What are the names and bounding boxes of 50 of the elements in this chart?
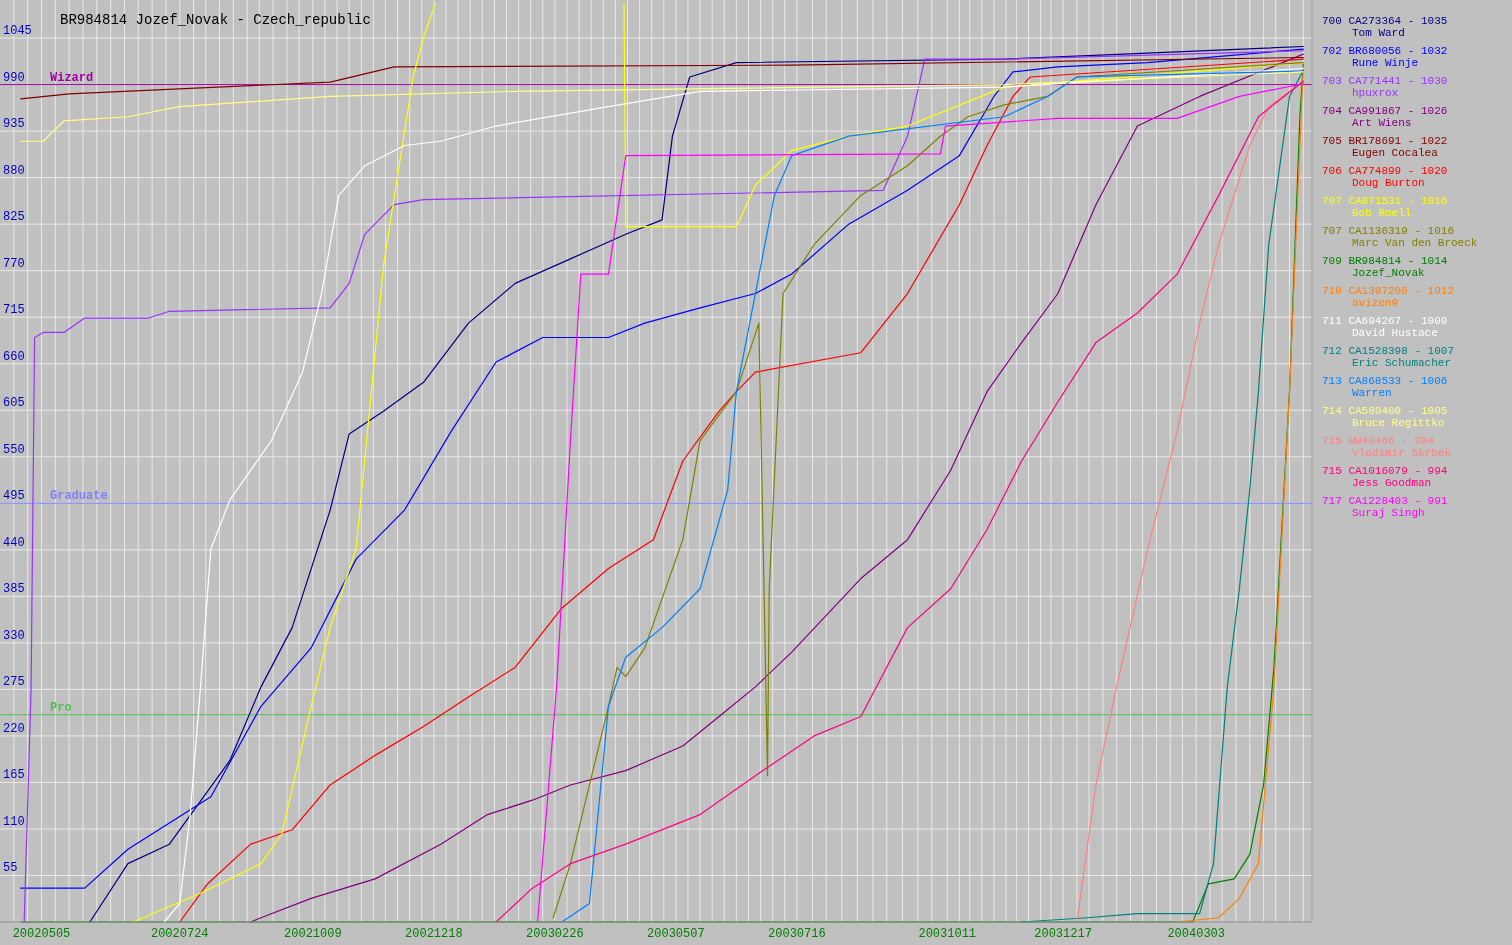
text: 715 WW40466 - 994 Vladimir Skrbek <box>1322 435 1452 459</box>
text: 711 CA694267 - 1009 David Hustace <box>1322 315 1448 339</box>
y-tick-label: 440 <box>3 535 25 550</box>
x-tick-label: 20031011 <box>918 927 977 941</box>
text: 712 CA1528398 - 1007 Eric Schumacher <box>1322 345 1455 369</box>
series-label: 700 CA273364 - 1035 Tom Ward <box>1322 15 1448 39</box>
text: 715 CA1016079 - 994 Jess Goodman <box>1322 465 1448 489</box>
text: 707 CA871531 - 1016 Bob Roell <box>1322 195 1448 219</box>
y-tick-label: 1045 <box>3 24 32 39</box>
series-label: 702 BR680056 - 1032 Rune Winje <box>1322 45 1448 69</box>
x-tick-label: 20031217 <box>1034 927 1092 941</box>
y-tick-label: 495 <box>3 489 25 504</box>
text: 713 CA868533 - 1006 Warren <box>1322 375 1448 399</box>
text: 709 BR984814 - 1014 Jozef_Novak <box>1322 255 1448 279</box>
y-tick-label: 550 <box>3 442 25 457</box>
y-tick-label: 220 <box>3 721 25 736</box>
text: 706 CA774899 - 1020 Doug Burton <box>1322 165 1448 189</box>
text: BR984814 Jozef_Novak - Czech_republic <box>60 12 371 28</box>
x-tick-label: 20030226 <box>526 927 584 941</box>
x-tick-label: 20030507 <box>647 927 705 941</box>
text: 704 CA991867 - 1026 Art Wiens <box>1322 105 1448 129</box>
x-tick-label: 20021218 <box>405 927 463 941</box>
y-tick-label: 55 <box>3 861 18 876</box>
text: 714 CA580400 - 1005 Bruce Regittko <box>1322 405 1448 429</box>
y-tick-label: 605 <box>3 396 25 411</box>
y-tick-label: 770 <box>3 256 25 271</box>
text: 705 BR178691 - 1022 Eugen Cocalea <box>1322 135 1448 159</box>
y-tick-label: 825 <box>3 210 25 225</box>
y-tick-label: 330 <box>3 628 25 643</box>
ref-line-label: Pro <box>50 700 72 715</box>
y-tick-label: 110 <box>3 814 25 829</box>
x-tick-label: 20020724 <box>150 927 209 941</box>
y-tick-label: 165 <box>3 768 25 783</box>
text: 707 CA1136319 - 1016 Marc Van den Broeck <box>1322 225 1478 249</box>
x-tick-label: 20040303 <box>1167 927 1225 941</box>
y-tick-label: 385 <box>3 582 25 597</box>
x-tick-label: 20021009 <box>284 927 342 941</box>
y-tick-label: 660 <box>3 349 25 364</box>
ref-line-label: Wizard <box>50 70 94 85</box>
text: 717 CA1228403 - 991 Suraj Singh <box>1322 495 1448 519</box>
ref-line-label: Graduate <box>50 489 108 504</box>
y-tick-label: 275 <box>3 675 25 690</box>
x-tick-label: 20030716 <box>768 927 826 941</box>
text: 703 CA771441 - 1030 hpuxrox <box>1322 75 1448 99</box>
x-tick-label: 20020505 <box>12 927 71 941</box>
y-tick-label: 880 <box>3 163 25 178</box>
y-tick-label: 990 <box>3 70 25 85</box>
text: 710 CA1397206 - 1012 avizen9 <box>1322 285 1455 309</box>
y-tick-label: 715 <box>3 303 25 318</box>
y-tick-label: 935 <box>3 117 25 132</box>
